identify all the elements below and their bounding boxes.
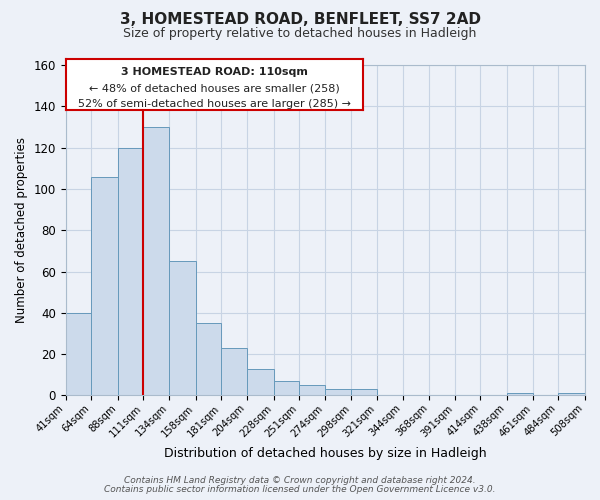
Text: ← 48% of detached houses are smaller (258): ← 48% of detached houses are smaller (25… bbox=[89, 84, 340, 94]
Bar bbox=[169, 261, 196, 396]
Bar bbox=[274, 381, 299, 396]
Text: 3, HOMESTEAD ROAD, BENFLEET, SS7 2AD: 3, HOMESTEAD ROAD, BENFLEET, SS7 2AD bbox=[119, 12, 481, 28]
Text: 52% of semi-detached houses are larger (285) →: 52% of semi-detached houses are larger (… bbox=[77, 99, 350, 109]
Y-axis label: Number of detached properties: Number of detached properties bbox=[15, 137, 28, 323]
Bar bbox=[559, 394, 585, 396]
Bar bbox=[352, 389, 377, 396]
X-axis label: Distribution of detached houses by size in Hadleigh: Distribution of detached houses by size … bbox=[164, 447, 487, 460]
Text: Size of property relative to detached houses in Hadleigh: Size of property relative to detached ho… bbox=[124, 28, 476, 40]
Bar bbox=[118, 148, 143, 396]
Bar bbox=[247, 368, 274, 396]
Bar bbox=[143, 127, 169, 396]
Text: Contains public sector information licensed under the Open Government Licence v3: Contains public sector information licen… bbox=[104, 485, 496, 494]
Bar bbox=[221, 348, 247, 396]
Bar bbox=[299, 385, 325, 396]
Bar bbox=[507, 394, 533, 396]
Bar bbox=[196, 323, 221, 396]
Bar bbox=[325, 389, 352, 396]
Text: Contains HM Land Registry data © Crown copyright and database right 2024.: Contains HM Land Registry data © Crown c… bbox=[124, 476, 476, 485]
Bar bbox=[65, 313, 91, 396]
Bar bbox=[91, 176, 118, 396]
Text: 3 HOMESTEAD ROAD: 110sqm: 3 HOMESTEAD ROAD: 110sqm bbox=[121, 66, 308, 76]
